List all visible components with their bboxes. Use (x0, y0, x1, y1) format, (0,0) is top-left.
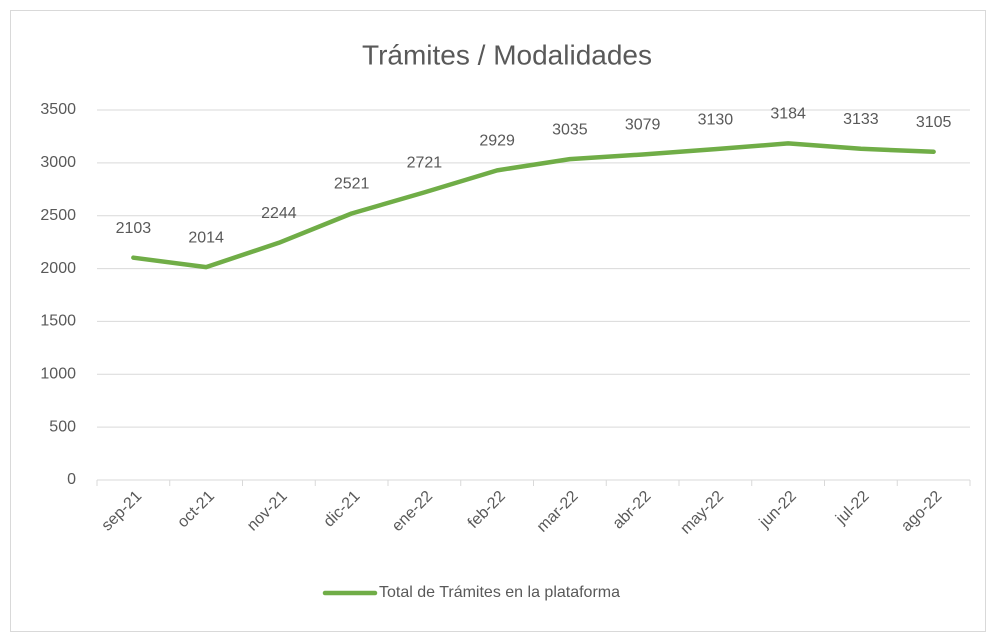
data-label: 2244 (261, 205, 297, 222)
data-label: 3184 (770, 106, 806, 123)
line-series (131, 141, 936, 270)
data-label: 3079 (625, 117, 661, 134)
data-label: 3133 (843, 111, 879, 128)
y-tick-label: 1500 (40, 313, 76, 330)
y-tick-label: 3000 (40, 154, 76, 171)
y-tick-label: 1000 (40, 366, 76, 383)
data-label: 2103 (116, 220, 152, 237)
chart-title: Trámites / Modalidades (362, 39, 652, 70)
y-tick-label: 2000 (40, 260, 76, 277)
data-label: 3105 (916, 114, 952, 131)
data-label: 2521 (334, 176, 370, 193)
data-label: 3130 (698, 111, 734, 128)
y-tick-label: 0 (67, 471, 76, 488)
data-label: 2014 (188, 229, 224, 246)
legend-label: Total de Trámites en la plataforma (379, 584, 620, 601)
data-label: 3035 (552, 121, 588, 138)
y-tick-label: 3500 (40, 101, 76, 118)
y-tick-label: 500 (49, 418, 76, 435)
y-tick-label: 2500 (40, 207, 76, 224)
data-label: 2721 (407, 155, 443, 172)
data-label: 2929 (479, 133, 515, 150)
